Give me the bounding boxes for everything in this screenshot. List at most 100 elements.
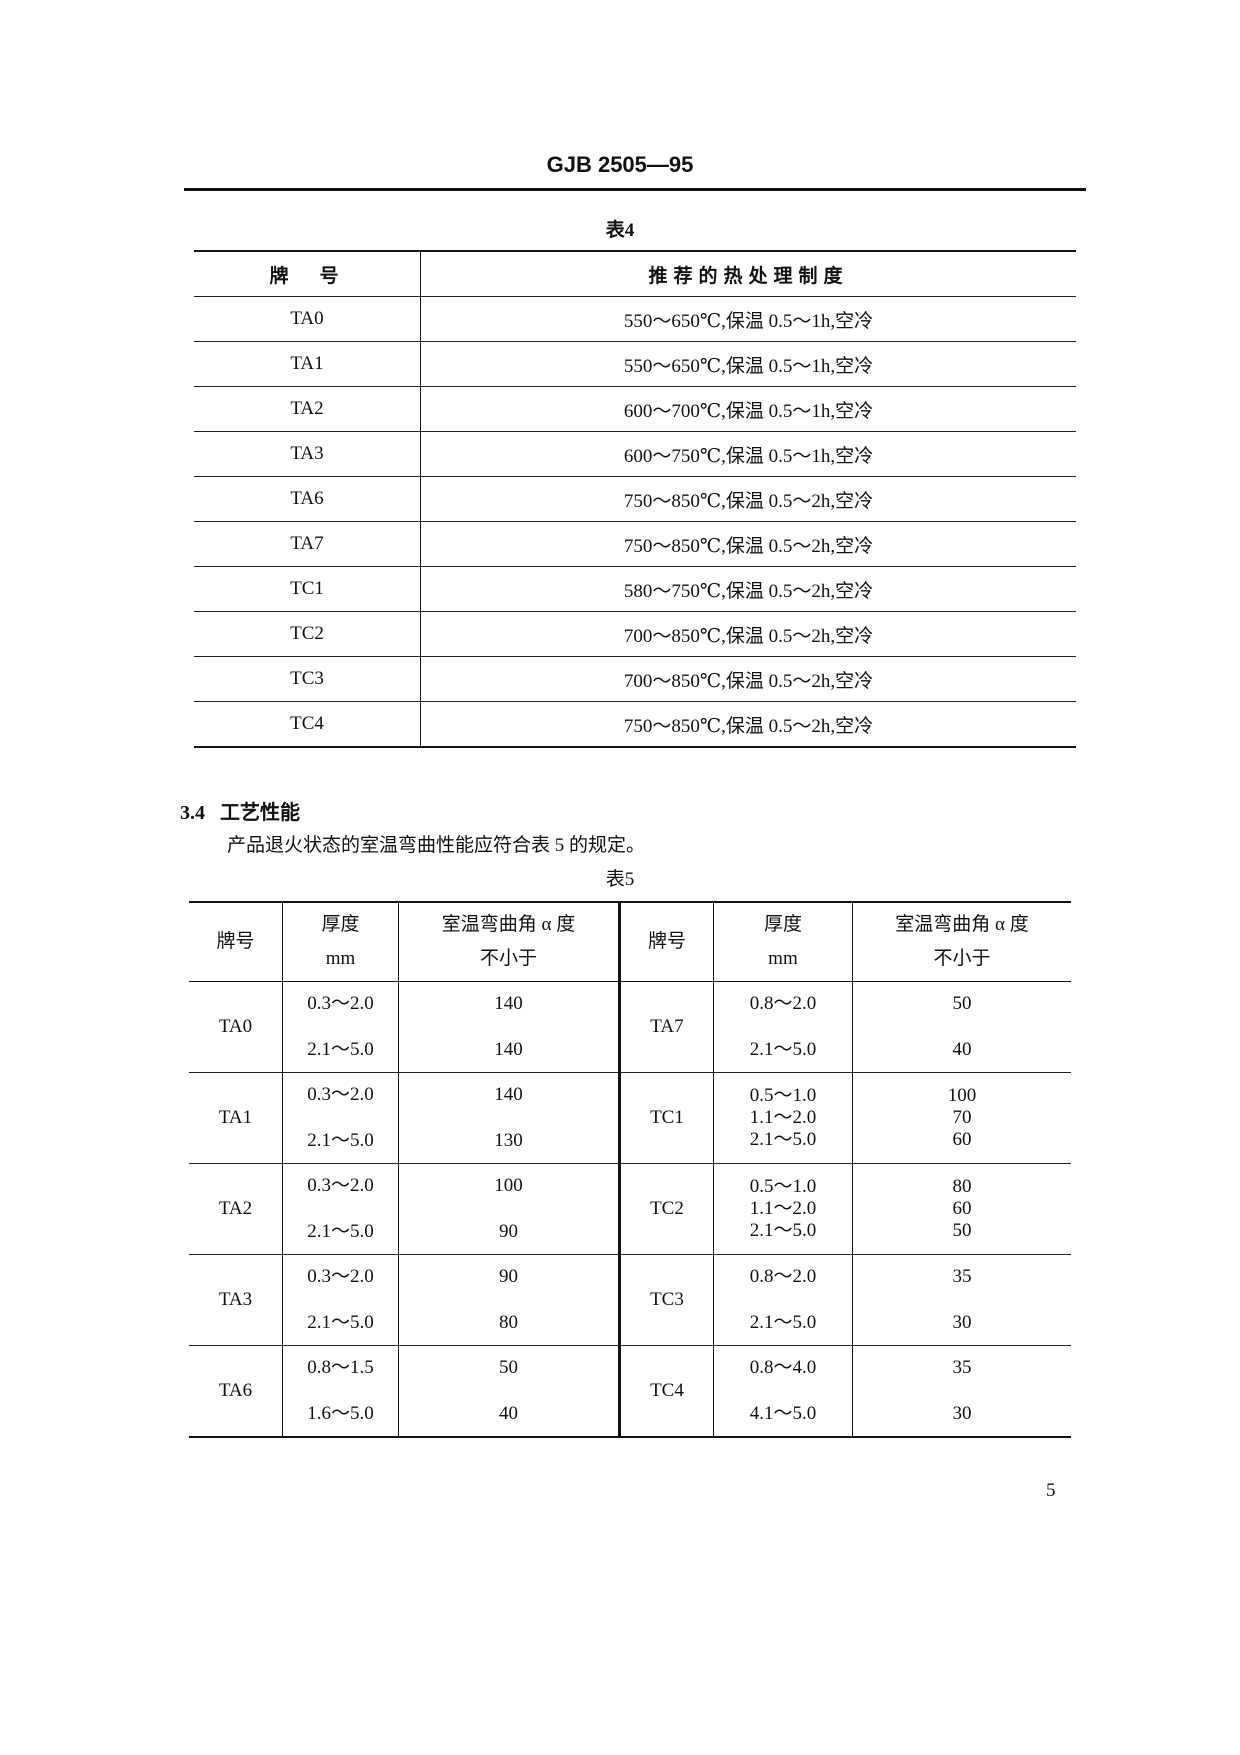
table-row: TA6 0.8～1.5 1.6～5.0 50 40 TC4 0.8～4.0 4.1～5.0 35… xyxy=(189,1345,1071,1438)
angle-cell: 140 130 xyxy=(398,1072,620,1164)
table-row: TA6 750～850℃,保温 0.5～2h,空冷 xyxy=(194,476,1076,522)
grade-cell: TA7 xyxy=(617,981,714,1073)
thickness-value: 2.1～5.0 xyxy=(307,1039,374,1060)
thickness-value: 2.1～5.0 xyxy=(307,1221,374,1242)
table-row: TA3 600～750℃,保温 0.5～1h,空冷 xyxy=(194,431,1076,477)
angle-value: 100 xyxy=(494,1175,523,1196)
angle-cell: 140 140 xyxy=(398,981,620,1073)
thickness-cell: 0.5～1.0 1.1～2.0 2.1～5.0 xyxy=(712,1163,853,1255)
table-row: TA0 0.3～2.0 2.1～5.0 140 140 TA7 0.8～2.0 2.1～5.0… xyxy=(189,981,1071,1073)
thickness-value: 1.1～2.0 xyxy=(749,1107,817,1128)
grade-cell: TA3 xyxy=(189,1254,283,1346)
angle-cell: 100 90 xyxy=(398,1163,620,1255)
thickness-value: 0.3～2.0 xyxy=(307,1175,374,1196)
thickness-cell: 0.3～2.0 2.1～5.0 xyxy=(282,1163,399,1255)
thickness-cell: 0.8～2.0 2.1～5.0 xyxy=(712,981,853,1073)
header-angle: 室温弯曲角 α 度不小于 xyxy=(398,901,620,982)
table-row: TA2 0.3～2.0 2.1～5.0 100 90 TC2 0.5～1.0 1.1～2.0 2… xyxy=(189,1163,1071,1255)
grade-cell: TC3 xyxy=(617,1254,714,1346)
grade-cell: TC4 xyxy=(617,1345,714,1438)
table4-caption: 表4 xyxy=(605,220,635,241)
thickness-value: 0.3～2.0 xyxy=(307,1084,374,1105)
angle-value: 30 xyxy=(952,1403,972,1424)
grade-cell: TA2 xyxy=(189,1163,283,1255)
thickness-value: 0.3～2.0 xyxy=(307,1266,374,1287)
angle-value: 50 xyxy=(952,993,972,1014)
thickness-value: 2.1～5.0 xyxy=(749,1312,817,1333)
section-heading: 3.4 工艺性能 xyxy=(180,796,300,825)
grade-cell: TA3 xyxy=(194,431,421,477)
grade-cell: TA0 xyxy=(189,981,283,1073)
header-grade: 牌号 xyxy=(189,901,283,982)
table-row: TC3 700～850℃,保温 0.5～2h,空冷 xyxy=(194,656,1076,702)
table4-header-treatment: 推荐的热处理制度 xyxy=(420,250,1076,297)
table-row: TC2 700～850℃,保温 0.5～2h,空冷 xyxy=(194,611,1076,657)
header-angle-note: 不小于 xyxy=(933,948,991,969)
angle-value: 100 xyxy=(947,1085,977,1106)
table-row: TC4 750～850℃,保温 0.5～2h,空冷 xyxy=(194,701,1076,748)
header-angle-note: 不小于 xyxy=(479,948,537,969)
angle-value: 60 xyxy=(952,1198,972,1219)
grade-cell: TA0 xyxy=(194,296,421,342)
grade-cell: TC1 xyxy=(194,566,421,612)
thickness-cell: 0.8～4.0 4.1～5.0 xyxy=(712,1345,853,1438)
treatment-cell: 580～750℃,保温 0.5～2h,空冷 xyxy=(420,566,1076,612)
grade-cell: TA2 xyxy=(194,386,421,432)
grade-cell: TC4 xyxy=(194,701,421,748)
table5: 牌号 厚度 mm 室温弯曲角 α 度不小于 牌号 厚度 mm 室温弯曲角 α 度不小于 TA0… xyxy=(189,901,1071,1438)
thickness-value: 2.1～5.0 xyxy=(749,1039,817,1060)
angle-cell: 50 40 xyxy=(398,1345,620,1438)
thickness-value: 0.8～2.0 xyxy=(749,1266,817,1287)
grade-cell: TA7 xyxy=(194,521,421,567)
angle-value: 70 xyxy=(952,1107,972,1128)
table4-header-grade: 牌 号 xyxy=(194,250,421,297)
table-row: TA1 550～650℃,保温 0.5～1h,空冷 xyxy=(194,341,1076,387)
angle-value: 50 xyxy=(498,1357,518,1378)
angle-cell: 90 80 xyxy=(398,1254,620,1346)
angle-cell: 80 60 50 xyxy=(851,1163,1071,1255)
grade-cell: TA1 xyxy=(189,1072,283,1164)
angle-value: 35 xyxy=(952,1266,972,1287)
thickness-cell: 0.5～1.0 1.1～2.0 2.1～5.0 xyxy=(712,1072,853,1164)
grade-cell: TC2 xyxy=(194,611,421,657)
angle-cell: 100 70 60 xyxy=(851,1072,1071,1164)
angle-value: 40 xyxy=(498,1403,518,1424)
header-thickness: 厚度 mm xyxy=(282,901,399,982)
thickness-cell: 0.3～2.0 2.1～5.0 xyxy=(282,1254,399,1346)
treatment-cell: 700～850℃,保温 0.5～2h,空冷 xyxy=(420,656,1076,702)
table-row: TA0 550～650℃,保温 0.5～1h,空冷 xyxy=(194,296,1076,342)
header-angle: 室温弯曲角 α 度不小于 xyxy=(851,901,1071,982)
thickness-cell: 0.3～2.0 2.1～5.0 xyxy=(282,981,399,1073)
table-row: TA2 600～700℃,保温 0.5～1h,空冷 xyxy=(194,386,1076,432)
thickness-value: 2.1～5.0 xyxy=(307,1130,374,1151)
document-code: GJB 2505—95 xyxy=(546,152,694,177)
angle-value: 80 xyxy=(498,1312,518,1333)
thickness-value: 1.6～5.0 xyxy=(307,1403,374,1424)
thickness-value: 0.8～1.5 xyxy=(307,1357,374,1378)
section-number: 3.4 xyxy=(180,802,205,824)
thickness-cell: 0.3～2.0 2.1～5.0 xyxy=(282,1072,399,1164)
treatment-cell: 750～850℃,保温 0.5～2h,空冷 xyxy=(420,476,1076,522)
grade-cell: TA6 xyxy=(194,476,421,522)
thickness-value: 0.3～2.0 xyxy=(307,993,374,1014)
section-paragraph: 产品退火状态的室温弯曲性能应符合表 5 的规定。 xyxy=(227,835,646,856)
table-row: TC1 580～750℃,保温 0.5～2h,空冷 xyxy=(194,566,1076,612)
angle-value: 80 xyxy=(952,1176,972,1197)
treatment-cell: 550～650℃,保温 0.5～1h,空冷 xyxy=(420,296,1076,342)
angle-value: 140 xyxy=(494,1084,523,1105)
thickness-value: 1.1～2.0 xyxy=(749,1198,817,1219)
angle-value: 90 xyxy=(498,1266,518,1287)
header-angle-label: 室温弯曲角 α 度 xyxy=(895,914,1029,935)
angle-value: 30 xyxy=(952,1312,972,1333)
thickness-value: 2.1～5.0 xyxy=(749,1129,817,1150)
table-row: TA1 0.3～2.0 2.1～5.0 140 130 TC1 0.5～1.0 1.1～2.0… xyxy=(189,1072,1071,1164)
treatment-cell: 700～850℃,保温 0.5～2h,空冷 xyxy=(420,611,1076,657)
treatment-cell: 750～850℃,保温 0.5～2h,空冷 xyxy=(420,521,1076,567)
header-rule xyxy=(184,188,1086,191)
treatment-cell: 600～750℃,保温 0.5～1h,空冷 xyxy=(420,431,1076,477)
thickness-value: 0.8～2.0 xyxy=(749,993,817,1014)
header-thickness: 厚度 mm xyxy=(712,901,853,982)
angle-cell: 50 40 xyxy=(851,981,1071,1073)
header-thickness-label: 厚度 xyxy=(321,914,360,935)
